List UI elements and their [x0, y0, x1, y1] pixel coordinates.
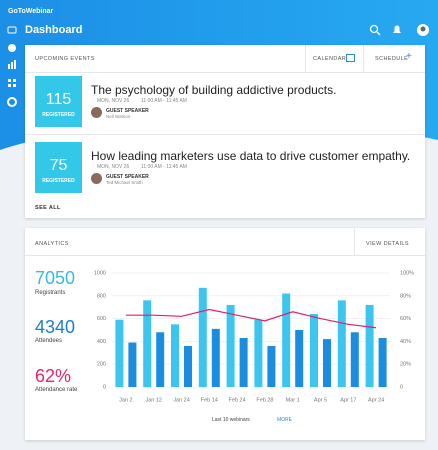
y-tick-label: 200: [97, 362, 106, 368]
y-tick-label: 400: [97, 339, 106, 345]
stat-value: 7050: [35, 268, 76, 288]
bar: [350, 332, 359, 387]
event-count: 115: [45, 91, 72, 108]
x-tick-label: Jan 2: [119, 397, 132, 403]
bar: [295, 330, 304, 387]
avatar: [91, 173, 102, 184]
event-date: MON, NOV 26: [97, 98, 130, 104]
event-time: 11:00 AM - 11:45 AM: [141, 98, 187, 104]
y2-tick-label: 0: [400, 384, 403, 390]
x-tick-label: Feb 24: [229, 397, 246, 403]
speaker-role: GUEST SPEAKER: [106, 174, 149, 180]
stat-label: Attendance rate: [35, 387, 78, 393]
speaker-name: Ted Michael Smith: [106, 180, 143, 185]
y2-tick-label: 60%: [400, 316, 411, 322]
event-count: 75: [49, 157, 68, 174]
chart-footer: Last 10 webinars: [212, 417, 250, 423]
bar: [115, 319, 124, 387]
schedule-button[interactable]: SCHEDULE: [375, 56, 409, 62]
bar: [254, 319, 263, 387]
event-badge: [35, 142, 82, 193]
y2-tick-label: 80%: [400, 293, 411, 299]
y2-tick-label: 40%: [400, 339, 411, 345]
y2-tick-label: 100%: [400, 270, 414, 276]
line: [125, 308, 377, 329]
bar: [226, 304, 235, 387]
event-count-label: REGISTERED: [42, 178, 75, 184]
bar: [267, 345, 276, 387]
x-tick-label: Apr 5: [314, 397, 327, 403]
stat-value: 4340: [35, 317, 76, 337]
bar: [282, 293, 291, 387]
bar: [156, 332, 165, 387]
calendar-button[interactable]: CALENDAR: [313, 56, 347, 62]
bar: [365, 304, 374, 387]
x-tick-label: Apr 24: [368, 397, 384, 403]
see-all[interactable]: SEE ALL: [35, 205, 61, 211]
speaker-name: Nell Watson: [106, 114, 131, 119]
bar: [211, 328, 220, 387]
y-tick-label: 800: [97, 293, 106, 299]
section-title: ANALYTICS: [35, 241, 69, 247]
page-title: Dashboard: [25, 24, 83, 36]
bar: [128, 342, 137, 387]
event-badge: [35, 76, 82, 127]
upcoming-card: UPCOMING EVENTS CALENDAR SCHEDULE + 115 R…: [25, 45, 425, 218]
bar: [378, 337, 387, 387]
x-tick-label: Mar 1: [286, 397, 300, 403]
stat-label: Registrants: [35, 290, 66, 296]
section-title: UPCOMING EVENTS: [35, 56, 95, 62]
event-count-label: REGISTERED: [42, 112, 75, 118]
event-time: 11:00 AM - 11:45 AM: [141, 164, 187, 170]
calendar-icon: [346, 54, 355, 62]
more-link[interactable]: MORE: [277, 417, 292, 423]
view-details[interactable]: VIEW DETAILS: [366, 241, 409, 247]
header-icons[interactable]: [368, 23, 430, 37]
bar: [323, 339, 331, 387]
bar: [337, 300, 346, 387]
y-tick-label: 600: [97, 316, 106, 322]
x-tick-label: Feb 28: [256, 397, 273, 403]
event-title: The psychology of building addictive pro…: [91, 83, 337, 97]
stat-label: Attendees: [35, 338, 63, 344]
x-tick-label: Jan 24: [173, 397, 190, 403]
bar: [143, 300, 152, 387]
bar: [310, 314, 318, 387]
avatar: [91, 107, 102, 118]
y-tick-label: 1000: [94, 270, 106, 276]
divider: [25, 134, 425, 135]
x-tick-label: Jan 12: [145, 397, 162, 403]
bar: [184, 345, 192, 387]
bar: [239, 337, 248, 387]
bar: [198, 287, 207, 387]
y-tick-label: 0: [103, 384, 106, 390]
bar: [171, 324, 179, 387]
sidebar[interactable]: [4, 24, 22, 114]
analytics-card: ANALYTICS VIEW DETAILS 7050 Registrants …: [25, 228, 425, 440]
stat-value: 62%: [35, 366, 72, 386]
event-title: How leading marketers use data to drive …: [91, 149, 411, 163]
x-tick-label: Feb 14: [201, 397, 218, 403]
event-date: MON, NOV 26: [97, 164, 130, 170]
logo: GoToWebinar: [8, 8, 54, 15]
plus-icon: +: [406, 51, 412, 62]
x-tick-label: Apr 17: [340, 397, 356, 403]
y2-tick-label: 20%: [400, 362, 411, 368]
speaker-role: GUEST SPEAKER: [106, 108, 149, 114]
